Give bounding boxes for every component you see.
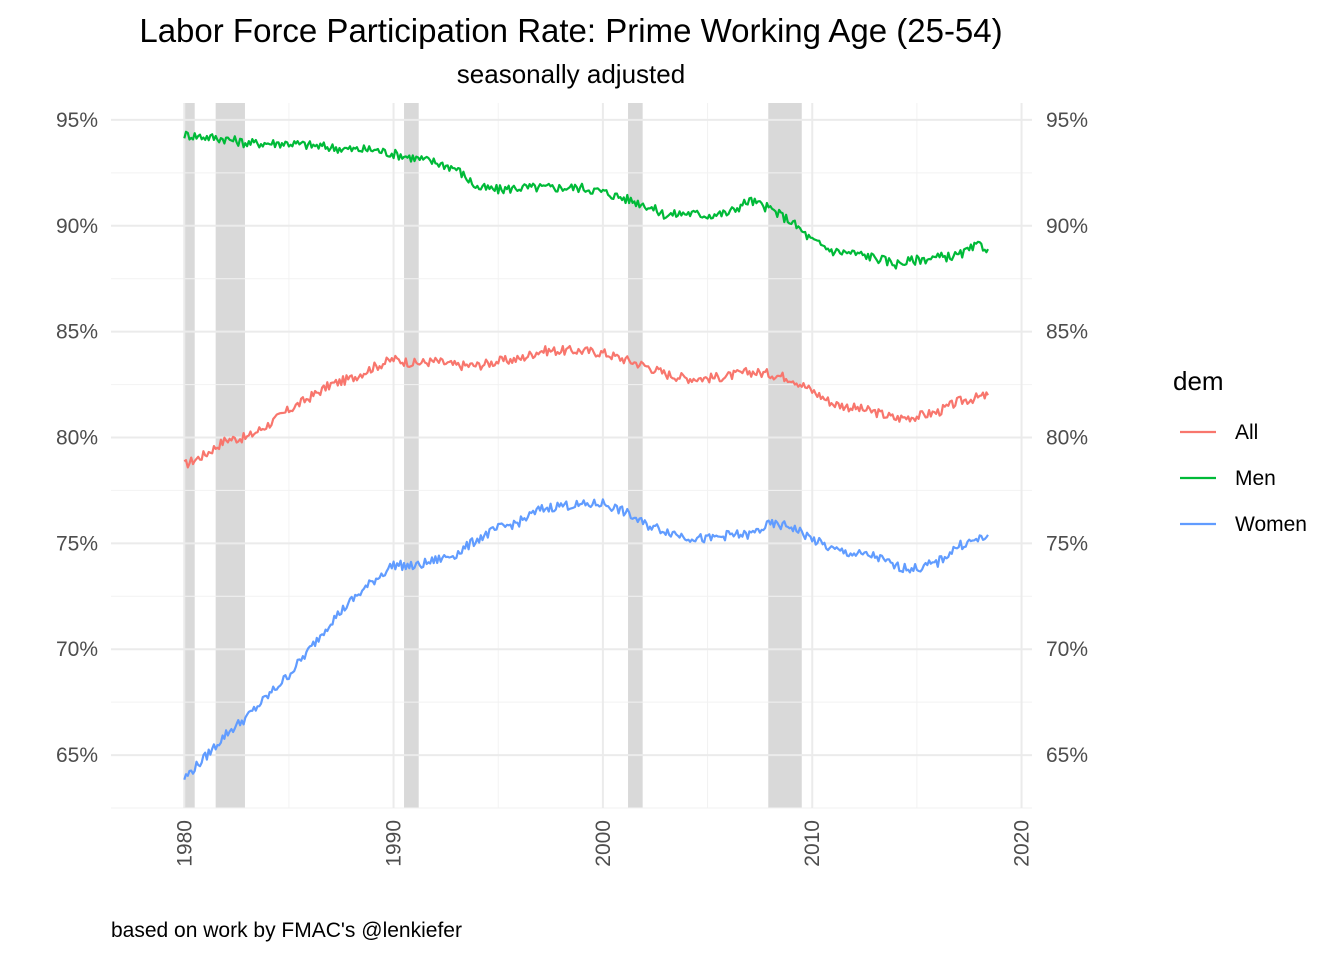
chart-caption: based on work by FMAC's @lenkiefer (111, 919, 462, 942)
y-tick-label-right: 65% (1046, 744, 1088, 767)
series-line-men (183, 130, 989, 270)
y-tick-label-right: 85% (1046, 321, 1088, 344)
x-tick-label: 1990 (383, 820, 406, 867)
series-lines (183, 130, 989, 781)
y-tick-label-left: 75% (56, 532, 98, 555)
y-tick-label-right: 95% (1046, 109, 1088, 132)
y-tick-label-right: 90% (1046, 215, 1088, 238)
legend-label-women: Women (1235, 513, 1307, 536)
y-tick-label-left: 70% (56, 638, 98, 661)
recession-band (184, 103, 195, 808)
legend-items: All Men Women (1180, 421, 1307, 536)
legend-label-all: All (1235, 421, 1258, 444)
y-tick-label-left: 80% (56, 427, 98, 450)
y-tick-label-right: 80% (1046, 427, 1088, 450)
recession-band (215, 103, 245, 808)
legend-label-men: Men (1235, 467, 1276, 490)
recession-band (628, 103, 643, 808)
x-tick-label: 2010 (801, 820, 824, 867)
y-tick-label-right: 75% (1046, 532, 1088, 555)
x-tick-label: 1980 (173, 820, 196, 867)
y-tick-label-right: 70% (1046, 638, 1088, 661)
y-axis-left: 65% 70% 75% 80% 85% 90% 95% (56, 109, 98, 767)
x-tick-label: 2020 (1011, 820, 1034, 867)
chart-subtitle: seasonally adjusted (457, 59, 685, 89)
y-tick-label-left: 65% (56, 744, 98, 767)
x-axis: 1980 1990 2000 2010 2020 (173, 820, 1033, 867)
recession-band (404, 103, 419, 808)
recession-bands (184, 103, 802, 808)
series-line-women (183, 498, 989, 781)
grid-lines (111, 103, 1032, 809)
y-tick-label-left: 85% (56, 321, 98, 344)
x-tick-label: 2000 (592, 820, 615, 867)
legend-title: dem (1173, 366, 1224, 396)
y-tick-label-left: 90% (56, 215, 98, 238)
y-tick-label-left: 95% (56, 109, 98, 132)
legend: dem All Men Women (1173, 366, 1307, 536)
series-line-all (183, 345, 989, 469)
y-axis-right: 65% 70% 75% 80% 85% 90% 95% (1046, 109, 1088, 767)
chart-title: Labor Force Participation Rate: Prime Wo… (139, 12, 1002, 49)
